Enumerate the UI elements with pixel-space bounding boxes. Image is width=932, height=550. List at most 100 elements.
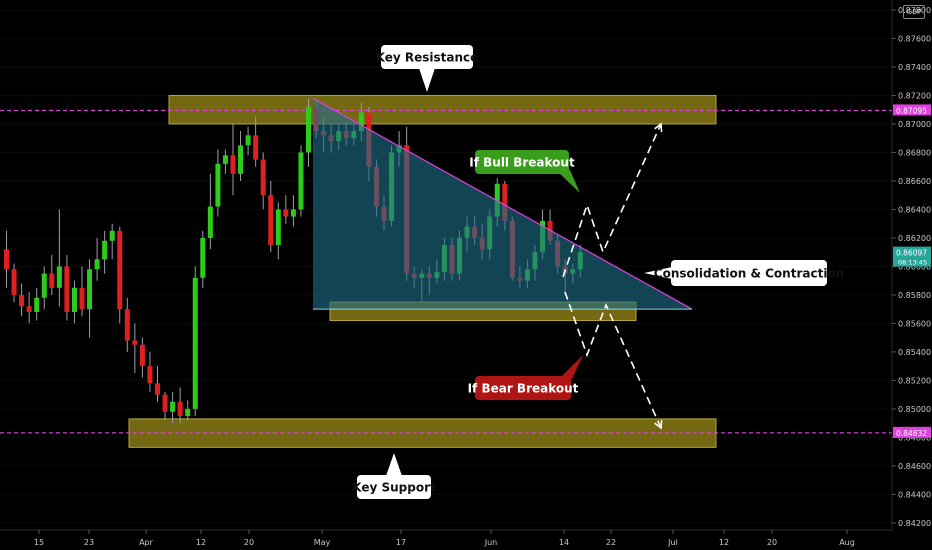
y-tick-label: 0.85600 (898, 319, 931, 328)
y-tick-label: 0.86000 (898, 262, 931, 271)
drawings (312, 97, 693, 430)
price-label (893, 104, 931, 116)
candle-body (177, 401, 183, 417)
candle-body (109, 230, 115, 241)
candle-body (260, 159, 266, 196)
y-tick-label: 0.86800 (898, 148, 931, 157)
y-tick-label: 0.84400 (898, 490, 931, 499)
y-tick-label: 0.84800 (898, 433, 931, 442)
candle-body (222, 155, 228, 164)
y-tick-label: 0.85400 (898, 348, 931, 357)
candle-body (139, 344, 145, 367)
x-tick-label: Jun (484, 538, 498, 547)
candle-body (41, 273, 47, 298)
bull-breakout-callout-box (475, 150, 569, 174)
x-tick-label: 15 (34, 538, 44, 547)
y-tick-label: 0.85000 (898, 405, 931, 414)
candle-body (71, 287, 77, 313)
consolidation-callout-box (671, 260, 827, 286)
candle-body (102, 240, 108, 260)
candle-body (306, 106, 311, 153)
x-tick-label: Jul (667, 538, 678, 547)
price-label (893, 426, 931, 438)
y-tick-label: 0.87800 (898, 6, 931, 15)
bull-breakout-callout-pointer (558, 170, 580, 193)
candle-body (162, 394, 168, 412)
y-tick-label: 0.87400 (898, 63, 931, 72)
consolidation-callout: Consolidation & Contraction (644, 260, 844, 286)
price-label-value: 0.86097 (896, 249, 927, 258)
candle-body (132, 340, 138, 345)
candle-body (200, 237, 206, 278)
price-zones (128, 94, 717, 448)
candle-body (253, 135, 259, 160)
x-tick-label: 23 (84, 538, 94, 547)
consolidation-callout-pointer (644, 267, 672, 279)
key-resistance-callout-pointer (419, 68, 435, 92)
candle-body (117, 230, 123, 310)
key-support-callout: Key Support (352, 453, 436, 499)
candle-body (11, 269, 17, 295)
currency-badge[interactable]: GBP (903, 5, 925, 19)
horizontal-lines (0, 109, 892, 434)
y-tick-label: 0.85200 (898, 376, 931, 385)
price-label-value: 0.87095 (896, 106, 927, 115)
price-label-value: 0.84832 (896, 429, 927, 438)
bear-breakout-callout-box (475, 376, 571, 400)
bear-breakout-callout-text: If Bear Breakout (468, 382, 579, 396)
y-tick-label: 0.86600 (898, 177, 931, 186)
y-tick-label: 0.84600 (898, 462, 931, 471)
x-tick-label: Aug (839, 538, 855, 547)
time-axis: 15 23 Apr 12 20 May 17 Jun 14 22 Jul 12 20 Aug (0, 529, 892, 547)
descending-trendline (312, 97, 693, 310)
key-resistance-zone (168, 94, 717, 125)
callouts: Key Resistance If Bull Breakout Consolidat… (352, 45, 844, 499)
key-support-callout-text: Key Support (352, 481, 436, 495)
candle-body (124, 309, 130, 341)
candle-body (298, 152, 304, 210)
bear-projection-arrowhead (654, 419, 663, 430)
x-tick-label: May (314, 538, 331, 547)
candle-body (34, 297, 40, 313)
candle-body (94, 259, 100, 270)
y-tick-label: 0.86400 (898, 205, 931, 214)
candle-body (215, 163, 221, 207)
bear-breakout-callout-pointer (560, 355, 583, 379)
bull-breakout-callout-text: If Bull Breakout (469, 156, 575, 170)
candle-body (283, 209, 289, 217)
key-support-callout-box (357, 475, 431, 499)
x-tick-label: 20 (767, 538, 777, 547)
price-label (893, 246, 931, 267)
key-support-callout-pointer (386, 453, 402, 476)
candle-body (147, 366, 153, 384)
candle-body (49, 273, 55, 288)
candle-body (56, 266, 62, 288)
x-tick-label: 17 (396, 538, 406, 547)
candle-body (502, 183, 508, 221)
candle-body (185, 408, 191, 417)
key-resistance-callout-text: Key Resistance (376, 51, 479, 65)
x-tick-label: 22 (606, 538, 616, 547)
y-tick-label: 0.85800 (898, 291, 931, 300)
candle-body (170, 401, 176, 412)
candle-body (207, 206, 213, 238)
candle-body (19, 294, 25, 307)
candle-body (290, 209, 296, 217)
candle-body (79, 287, 85, 310)
candle-body (230, 155, 236, 174)
candle-body (358, 112, 364, 132)
candle-body (192, 277, 198, 409)
bull-projection (562, 123, 662, 278)
y-tick-label: 0.87200 (898, 91, 931, 100)
key-resistance-callout: Key Resistance (376, 45, 479, 92)
bull-projection-arrowhead (654, 122, 663, 133)
bull-breakout-callout: If Bull Breakout (469, 150, 580, 193)
x-tick-label: 12 (719, 538, 729, 547)
x-tick-label: 12 (196, 538, 206, 547)
y-tick-label: 0.84200 (898, 519, 931, 528)
x-tick-label: Apr (139, 538, 154, 547)
consolidation-callout-text: Consolidation & Contraction (654, 267, 844, 281)
candle-body (245, 135, 251, 146)
candle-body (275, 209, 281, 246)
